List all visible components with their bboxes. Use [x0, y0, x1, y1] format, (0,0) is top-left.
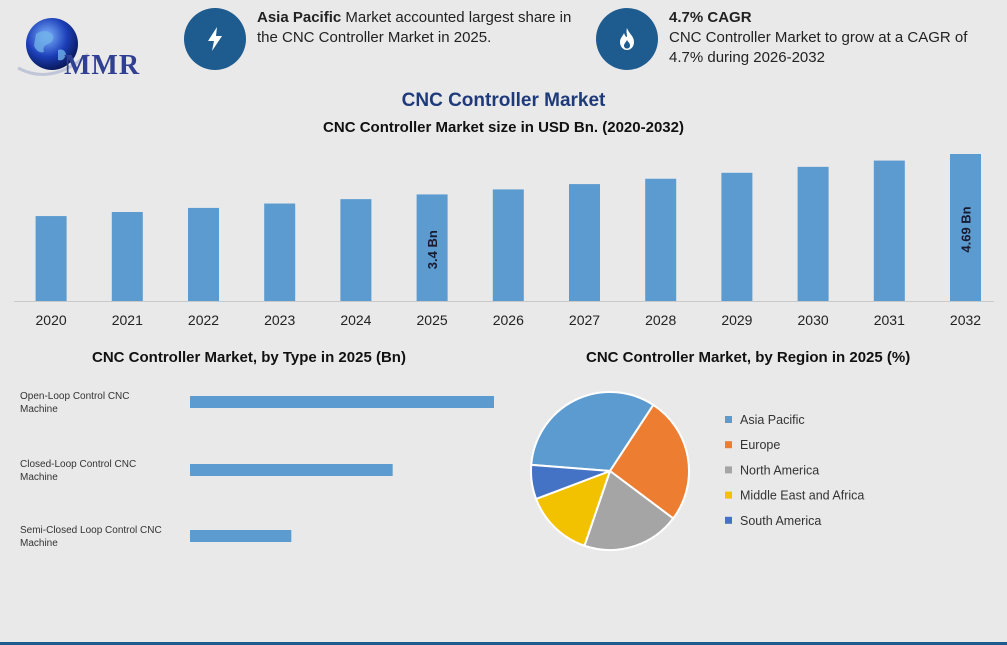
legend-swatch	[725, 466, 732, 474]
bar-2022	[188, 207, 219, 301]
legend-swatch	[725, 516, 732, 524]
bar-2028	[645, 178, 677, 301]
x-tick-label: 2023	[264, 312, 295, 328]
pie-slice	[608, 403, 690, 520]
type-category-label: Semi-Closed Loop Control CNC Machine	[20, 525, 162, 549]
flame-icon	[620, 28, 634, 50]
legend-swatch	[725, 416, 732, 423]
bar-2020	[35, 216, 67, 301]
x-tick-label: 2029	[721, 312, 752, 328]
legend-label: Asia Pacific	[740, 413, 805, 427]
x-tick-label: 2030	[798, 312, 829, 328]
bottom-divider	[0, 642, 1007, 645]
legend-label: Middle East and Africa	[740, 489, 864, 503]
type-horizontal-bar-chart: Open-Loop Control CNC Machine Closed-Loop …	[20, 391, 494, 549]
x-tick-label: 2031	[874, 312, 905, 328]
bar-2023	[264, 203, 296, 301]
bar-2032	[950, 154, 981, 301]
bar-2030	[797, 166, 829, 301]
bar-2026	[492, 189, 524, 301]
fact-icon-circle	[596, 8, 658, 70]
legend-swatch	[725, 441, 732, 449]
bar-chart-title: CNC Controller Market size in USD Bn. (2…	[323, 119, 684, 136]
x-tick-label: 2022	[188, 312, 219, 328]
region-chart-title: CNC Controller Market, by Region in 2025…	[586, 349, 911, 366]
bar-2021	[111, 211, 143, 301]
bar-2029	[721, 172, 753, 301]
logo-text: MMR	[64, 50, 141, 81]
type-bar	[190, 396, 494, 408]
bar-2024	[340, 199, 372, 301]
type-chart-title: CNC Controller Market, by Type in 2025 (…	[92, 349, 406, 366]
bar-2025	[416, 194, 448, 301]
pie-slice	[534, 469, 612, 548]
bar-2027	[569, 184, 600, 301]
type-category-label: Open-Loop Control CNC Machine	[20, 391, 130, 415]
market-size-bar-chart: 2020 2021 2022 2023 2024 2025 3.4 Bn 2026 2027 20…	[14, 154, 994, 328]
x-tick-label: 2026	[493, 312, 524, 328]
fact-asia-pacific: Asia Pacific Market accounted largest sh…	[184, 8, 584, 70]
legend-label: North America	[740, 463, 819, 477]
fact-icon-circle	[184, 8, 246, 70]
legend-label: South America	[740, 514, 821, 528]
bar-data-label: 3.4 Bn	[425, 230, 440, 269]
fact-cagr: 4.7% CAGR CNC Controller Market to grow a…	[596, 8, 1001, 70]
type-bar	[190, 530, 292, 542]
fact-text: 4.7% CAGR CNC Controller Market to grow a…	[669, 9, 968, 66]
page-title: CNC Controller Market	[401, 90, 606, 111]
x-tick-label: 2025	[417, 312, 448, 328]
globe-icon	[17, 18, 89, 76]
bar-2031	[873, 160, 905, 301]
lightning-icon	[208, 27, 222, 51]
bar-data-label: 4.69 Bn	[959, 206, 974, 252]
x-tick-label: 2032	[950, 312, 981, 328]
legend-label: Europe	[740, 438, 780, 452]
type-category-label: Closed-Loop Control CNC Machine	[20, 459, 136, 483]
fact-text: Asia Pacific Market accounted largest sh…	[257, 9, 572, 46]
x-tick-label: 2028	[645, 312, 676, 328]
mmr-logo: MMR	[14, 12, 164, 82]
pie-slice	[530, 463, 611, 501]
region-pie-chart: Asia Pacific Europe North America Middle Ea…	[530, 391, 864, 551]
x-tick-label: 2024	[340, 312, 371, 328]
type-bar	[190, 464, 393, 476]
x-tick-label: 2027	[569, 312, 600, 328]
x-tick-label: 2021	[112, 312, 143, 328]
pie-slice	[583, 469, 675, 551]
legend-swatch	[725, 491, 732, 499]
x-tick-label: 2020	[36, 312, 67, 328]
